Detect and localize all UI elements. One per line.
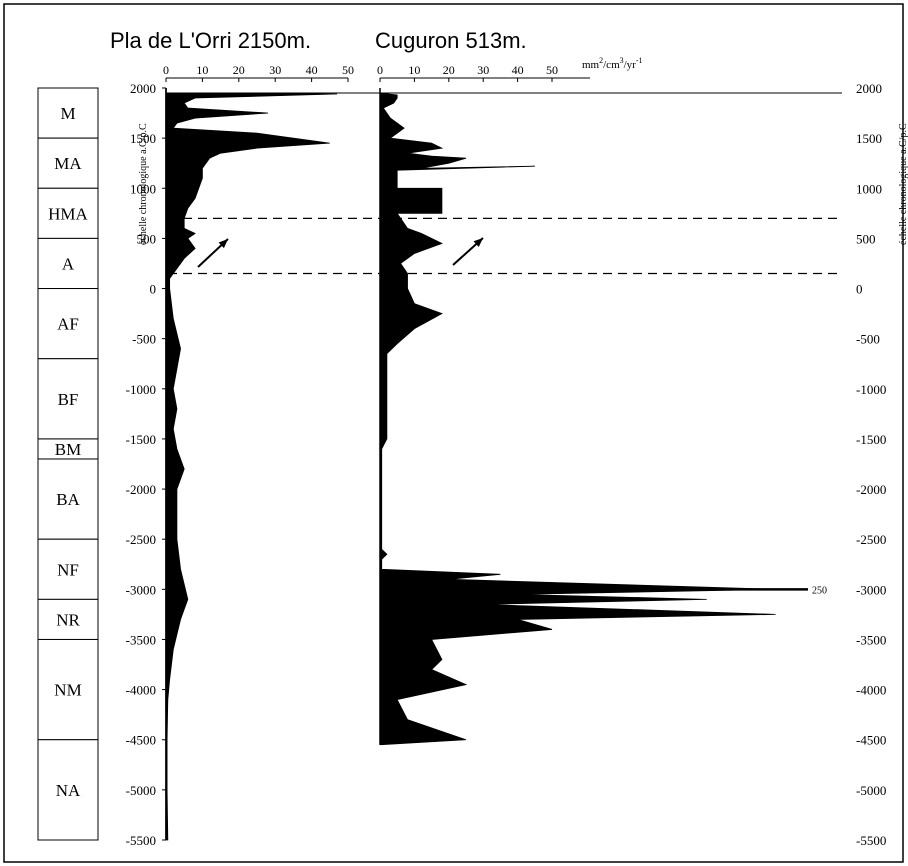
y-tick-label: -3500 [856, 632, 886, 647]
y-tick-label: -2500 [856, 532, 886, 547]
title-cuguron: Cuguron 513m. [375, 28, 527, 53]
y-tick-label: -4500 [856, 733, 886, 748]
y-tick-label: 1000 [130, 181, 156, 196]
y-axis-label-left: échelle chronologique a.C/p.C [138, 123, 149, 245]
title-pla-de-lorri: Pla de L'Orri 2150m. [110, 28, 311, 53]
y-tick-label: -5500 [856, 833, 886, 848]
period-cell [37, 87, 99, 139]
period-label: M [60, 104, 75, 123]
spike-250-label: 250 [812, 585, 827, 596]
period-label: MA [54, 154, 82, 173]
period-cell [37, 187, 99, 239]
period-label: NM [54, 681, 81, 700]
period-label: A [62, 254, 75, 273]
y-tick-label: 0 [150, 282, 157, 297]
y-tick-label: -500 [132, 332, 156, 347]
x-tick-label: 10 [408, 63, 420, 77]
profile-area [165, 92, 338, 841]
period-label: BF [58, 390, 79, 409]
period-column: M MA HMA A AF BF BM BA NF NR NM NA [37, 87, 99, 841]
y-tick-label: 1500 [856, 131, 882, 146]
y-tick-label: 500 [856, 231, 876, 246]
y-tick-label: 500 [137, 231, 157, 246]
y-axis-label-right: échelle chronologique a.C/p.C [898, 123, 908, 245]
x-unit-label: mm2/cm3/yr-1 [582, 56, 643, 71]
period-label: BM [55, 440, 81, 459]
overlays: 250 [166, 92, 842, 596]
y-tick-label: -2000 [126, 482, 156, 497]
x-tick-label: 10 [196, 63, 208, 77]
period-cell [37, 739, 99, 841]
x-tick-label: 40 [306, 63, 318, 77]
period-label: NA [56, 781, 81, 800]
y-tick-label: -2000 [856, 482, 886, 497]
y-tick-label: -4000 [856, 683, 886, 698]
page-frame [3, 3, 904, 863]
x-tick-label: 0 [163, 63, 169, 77]
y-tick-label: -1000 [126, 382, 156, 397]
y-tick-label: -1500 [126, 432, 156, 447]
right-y-axis: 2000 1500 1000 500 0 -500 -1000 -1500 -2000 -2500… [856, 81, 886, 848]
y-tick-label: -5000 [856, 783, 886, 798]
period-label: NR [56, 610, 80, 629]
arrow-head [218, 239, 228, 249]
y-tick-label: -3000 [856, 582, 886, 597]
y-tick-label: -500 [856, 332, 880, 347]
period-label: AF [57, 315, 79, 334]
period-label: HMA [48, 204, 88, 223]
period-cell [37, 538, 99, 600]
y-tick-label: 0 [856, 282, 863, 297]
y-tick-label: -2500 [126, 532, 156, 547]
y-tick-label: 1000 [856, 181, 882, 196]
x-tick-label: 20 [443, 63, 455, 77]
y-tick-label: 1500 [130, 131, 156, 146]
arrow-head [473, 238, 483, 248]
y-tick-label: -1500 [856, 432, 886, 447]
profile-area [379, 92, 776, 746]
y-tick-label: -4500 [126, 733, 156, 748]
period-cell [37, 598, 99, 640]
x-tick-label: 20 [233, 63, 245, 77]
x-tick-label: 50 [342, 63, 354, 77]
x-tick-label: 50 [546, 63, 558, 77]
period-cell [37, 458, 99, 540]
period-cell [37, 137, 99, 189]
panel-pla-de-lorri: 0 10 20 30 40 50 [163, 63, 354, 841]
y-tick-label: 2000 [856, 81, 882, 96]
y-tick-label: -4000 [126, 683, 156, 698]
x-tick-label: 30 [477, 63, 489, 77]
y-tick-label: -3500 [126, 632, 156, 647]
y-tick-label: -5000 [126, 783, 156, 798]
x-tick-label: 0 [377, 63, 383, 77]
y-tick-label: -3000 [126, 582, 156, 597]
y-tick-label: -1000 [856, 382, 886, 397]
period-label: NF [57, 560, 79, 579]
period-label: BA [56, 490, 80, 509]
panel-cuguron: 0 10 20 30 40 50 [377, 63, 776, 746]
period-cell [37, 288, 99, 360]
x-tick-label: 40 [512, 63, 524, 77]
y-tick-label: -5500 [126, 833, 156, 848]
x-tick-label: 30 [269, 63, 281, 77]
y-tick-label: 2000 [130, 81, 156, 96]
